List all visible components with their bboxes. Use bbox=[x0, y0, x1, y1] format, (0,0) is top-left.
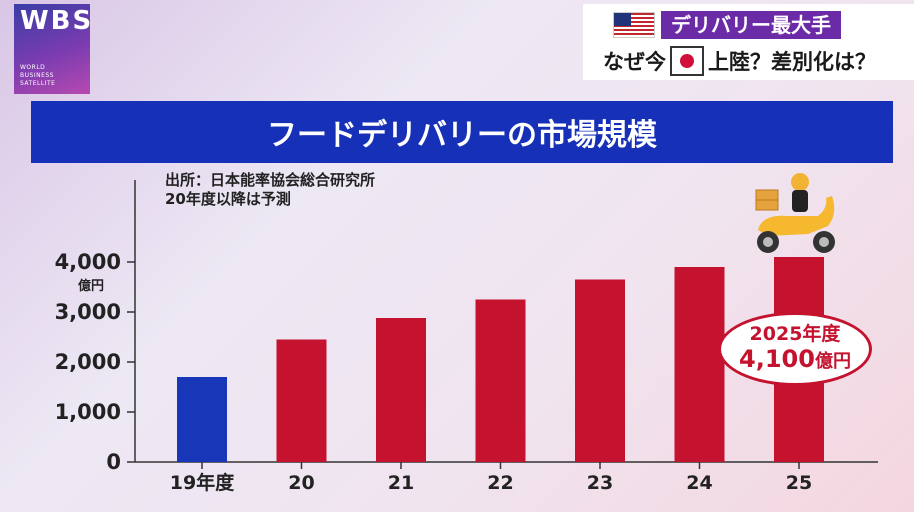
bar bbox=[475, 299, 526, 462]
news-topic-box: デリバリー最大手 なぜ今 上陸？差別化は？ bbox=[583, 4, 914, 80]
news-topic-label: デリバリー最大手 bbox=[661, 11, 841, 39]
callout-year: 2025年度 bbox=[749, 322, 841, 345]
chart-title: フードデリバリーの市場規模 bbox=[31, 101, 893, 163]
logo-tagline-line: SATELLITE bbox=[20, 80, 56, 87]
logo-tagline: WORLD BUSINESS SATELLITE bbox=[20, 64, 55, 88]
bar bbox=[674, 267, 725, 462]
y-tick-label: 4,000 bbox=[55, 250, 121, 274]
logo-tagline-line: WORLD bbox=[20, 64, 46, 71]
callout-value: 4,100億円 bbox=[739, 345, 851, 376]
y-tick-label: 1,000 bbox=[55, 400, 121, 424]
y-axis-unit: 億円 bbox=[78, 279, 105, 294]
x-tick-label: 23 bbox=[587, 472, 613, 494]
us-flag-icon bbox=[613, 12, 655, 38]
y-tick-label: 0 bbox=[106, 450, 121, 474]
x-tick-label: 19年度 bbox=[170, 471, 235, 494]
bar bbox=[376, 318, 426, 462]
headline-left: なぜ今 bbox=[603, 50, 666, 74]
x-tick-label: 24 bbox=[686, 472, 712, 494]
x-tick-label: 20 bbox=[288, 472, 314, 494]
logo-letters: WBS bbox=[20, 6, 94, 36]
source-line: 出所：日本能率協会総合研究所 bbox=[165, 171, 376, 189]
y-tick-label: 3,000 bbox=[55, 300, 121, 324]
source-note: 出所：日本能率協会総合研究所 20年度以降は予測 bbox=[165, 171, 375, 209]
logo-tagline-line: BUSINESS bbox=[20, 72, 54, 79]
news-topic-row: デリバリー最大手 bbox=[613, 11, 841, 39]
wbs-logo: WBS WORLD BUSINESS SATELLITE bbox=[14, 4, 94, 94]
bar bbox=[575, 279, 625, 462]
news-headline: なぜ今 上陸？差別化は？ bbox=[603, 46, 876, 76]
forecast-note: 20年度以降は予測 bbox=[165, 190, 291, 208]
x-tick-label: 25 bbox=[786, 472, 812, 494]
headline-right: 上陸？差別化は？ bbox=[708, 50, 876, 74]
x-tick-label: 22 bbox=[487, 472, 513, 494]
delivery-scooter-icon bbox=[755, 173, 835, 253]
callout-value-number: 4,100 bbox=[739, 344, 815, 373]
japan-flag-icon bbox=[670, 46, 704, 76]
x-tick-label: 21 bbox=[388, 472, 414, 494]
bar bbox=[177, 377, 227, 462]
y-tick-label: 2,000 bbox=[55, 350, 121, 374]
callout-value-unit: 億円 bbox=[814, 350, 851, 372]
bar bbox=[276, 339, 327, 462]
forecast-callout: 2025年度 4,100億円 bbox=[718, 312, 872, 386]
